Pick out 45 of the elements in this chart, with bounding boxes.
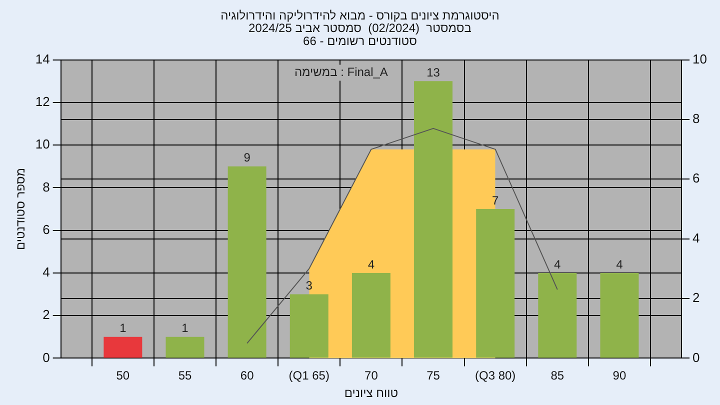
bar xyxy=(600,272,639,358)
x-tick-label: 75 xyxy=(426,368,440,383)
data-label: 1 xyxy=(120,321,127,336)
x-tick-label: 90 xyxy=(612,368,626,383)
x-axis-title: טווח ציונים xyxy=(344,386,398,400)
bar xyxy=(166,336,204,358)
x-tick-label: 50 xyxy=(116,368,130,383)
annotation: במשימה : Final_A xyxy=(294,65,388,80)
y-tick-label: 10 xyxy=(35,136,50,152)
data-label: 4 xyxy=(368,257,375,272)
bar xyxy=(228,166,266,358)
y2-tick-label: 4 xyxy=(692,230,700,246)
data-label: 13 xyxy=(426,65,440,80)
y-tick-label: 8 xyxy=(42,179,50,194)
data-label: 3 xyxy=(306,278,313,293)
y2-tick-label: 2 xyxy=(692,290,700,306)
y2-tick-label: 0 xyxy=(692,350,700,365)
chart-title: היסטוגרמת ציונים בקורס - מבוא להידרוליקה והידרולוגיה בסמסטר (02/2024) סמסטר אביב 2024/25 סטודנטים רשומים - 66 xyxy=(220,8,500,48)
x-tick-label: 85 xyxy=(550,368,564,383)
bar xyxy=(414,81,453,358)
x-tick-label: (Q3 80) xyxy=(474,368,516,383)
bar xyxy=(538,272,577,358)
y-tick-label: 2 xyxy=(42,307,50,322)
y-tick-label: 6 xyxy=(42,222,50,237)
data-label: 7 xyxy=(492,193,499,208)
bar xyxy=(352,272,390,358)
bar xyxy=(476,209,515,358)
data-label: 1 xyxy=(182,321,189,336)
y2-tick-label: 8 xyxy=(692,111,700,126)
y-tick-label: 14 xyxy=(35,51,50,66)
bar xyxy=(290,294,328,358)
x-tick-label: 55 xyxy=(178,368,192,383)
y-axis-title: מספר סטודנטים xyxy=(14,168,28,250)
data-label: 4 xyxy=(554,257,562,272)
y2-tick-label: 10 xyxy=(692,51,708,66)
x-tick-label: (Q1 65) xyxy=(288,368,330,383)
y-tick-label: 0 xyxy=(42,350,50,365)
data-label: 4 xyxy=(616,257,624,272)
y-tick-label: 4 xyxy=(42,264,50,280)
bar xyxy=(104,336,142,358)
x-tick-label: 60 xyxy=(240,368,254,383)
data-label: 9 xyxy=(244,150,251,165)
y2-tick-label: 6 xyxy=(692,170,700,186)
y-tick-label: 12 xyxy=(35,94,50,110)
x-tick-label: 70 xyxy=(364,368,378,383)
